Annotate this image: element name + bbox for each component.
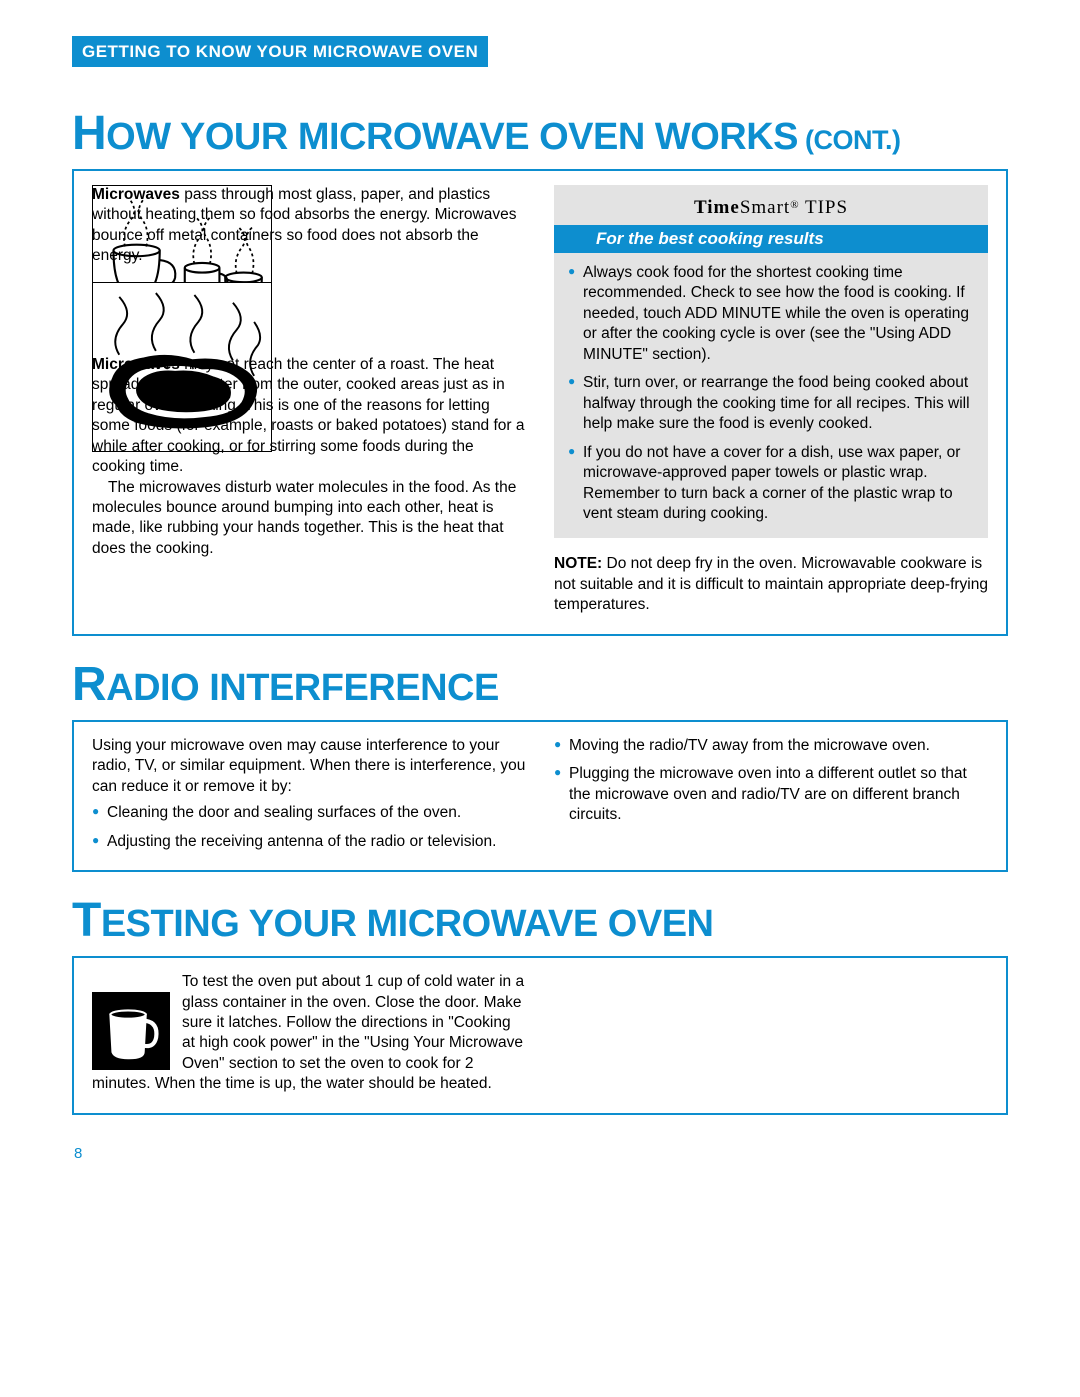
tips-item: If you do not have a cover for a dish, u…: [568, 443, 974, 525]
list-item: Plugging the microwave oven into a diffe…: [554, 764, 988, 825]
illustration-cup-icon: [92, 992, 170, 1070]
section-title-testing: TESTING YOUR MICROWAVE OVEN: [72, 902, 1008, 946]
note-label: NOTE:: [554, 555, 602, 572]
section2-right-col: Moving the radio/TV away from the microw…: [554, 736, 988, 852]
note-body: Do not deep fry in the oven. Microwavabl…: [554, 555, 988, 613]
note-deep-fry: NOTE: Do not deep fry in the oven. Micro…: [554, 554, 988, 615]
section1-right-col: TimeSmart® TIPS For the best cooking res…: [554, 185, 988, 616]
brand-smart: Smart: [740, 197, 790, 218]
tips-list: Always cook food for the shortest cookin…: [568, 263, 974, 524]
list-item: Cleaning the door and sealing surfaces o…: [92, 803, 526, 823]
radio-right-list: Moving the radio/TV away from the microw…: [554, 736, 988, 826]
tips-brand: TimeSmart® TIPS: [694, 197, 848, 218]
title-dropcap-3: T: [72, 894, 101, 947]
section2-left-col: Using your microwave oven may cause inte…: [92, 736, 526, 852]
section1-box: Microwaves pass through most glass, pape…: [72, 169, 1008, 636]
section3-left-col: To test the oven put about 1 cup of cold…: [92, 972, 526, 1095]
section2-box: Using your microwave oven may cause inte…: [72, 720, 1008, 872]
title-dropcap: H: [72, 107, 106, 160]
tips-item: Always cook food for the shortest cookin…: [568, 263, 974, 365]
tips-box: TimeSmart® TIPS For the best cooking res…: [554, 185, 988, 538]
section-header-bar: GETTING TO KNOW YOUR MICROWAVE OVEN: [72, 36, 488, 67]
brand-mark: ®: [790, 199, 799, 211]
title-cont: (CONT.): [798, 125, 900, 155]
list-item: Moving the radio/TV away from the microw…: [554, 736, 988, 756]
list-item: Adjusting the receiving antenna of the r…: [92, 832, 526, 852]
title-main-2: ADIO INTERFERENCE: [106, 667, 499, 709]
section-title-how-works: HOW YOUR MICROWAVE OVEN WORKS (CONT.): [72, 115, 1008, 159]
page-number: 8: [74, 1145, 1008, 1162]
title-main-3: ESTING YOUR MICROWAVE OVEN: [101, 903, 714, 945]
tips-title-row: TimeSmart® TIPS: [568, 197, 974, 219]
tips-item: Stir, turn over, or rearrange the food b…: [568, 373, 974, 434]
tips-subtitle: For the best cooking results: [554, 225, 988, 253]
brand-time: Time: [694, 197, 740, 218]
section-title-radio: RADIO INTERFERENCE: [72, 666, 1008, 710]
section1-left-col: Microwaves pass through most glass, pape…: [92, 185, 526, 616]
section3-right-col: [554, 972, 988, 1095]
para-microwaves-center: Microwaves may not reach the center of a…: [92, 355, 526, 478]
radio-left-list: Cleaning the door and sealing surfaces o…: [92, 803, 526, 852]
section3-box: To test the oven put about 1 cup of cold…: [72, 956, 1008, 1115]
brand-tips: TIPS: [800, 197, 848, 218]
title-main: OW YOUR MICROWAVE OVEN WORKS: [106, 116, 798, 158]
title-dropcap-2: R: [72, 658, 106, 711]
bold-lead: Microwaves: [92, 186, 180, 203]
para-body-2: may not reach the center of a roast. The…: [92, 356, 525, 475]
para-water-molecules: The microwaves disturb water molecules i…: [92, 478, 526, 560]
bold-lead-2: Microwaves: [92, 356, 180, 373]
radio-intro: Using your microwave oven may cause inte…: [92, 736, 526, 797]
